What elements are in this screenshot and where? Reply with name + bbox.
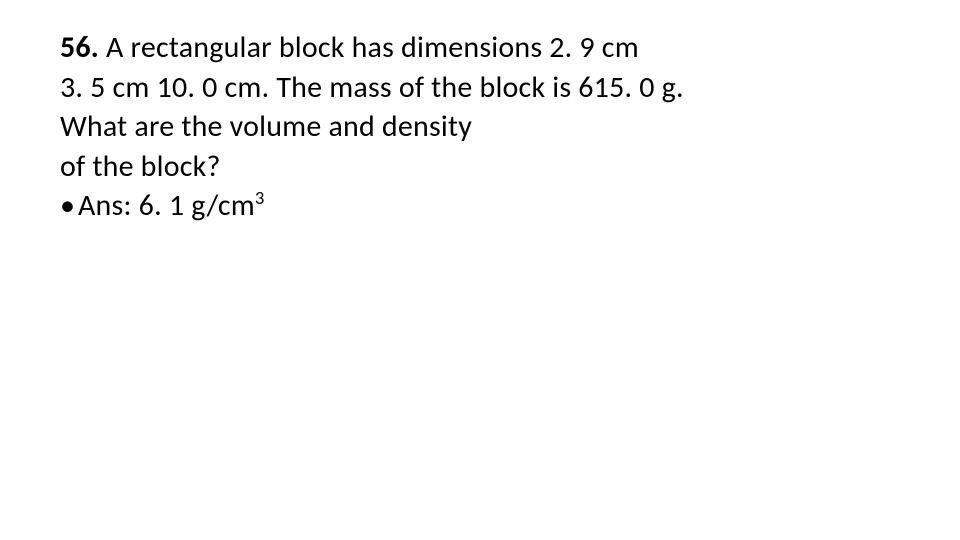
answer-row: • Ans: 6. 1 g/cm3: [60, 186, 900, 226]
problem-line-4: of the block?: [60, 147, 900, 187]
problem-number: 56.: [60, 29, 99, 66]
problem-line-3: What are the volume and density: [60, 107, 900, 147]
answer-exponent: 3: [255, 186, 265, 209]
bullet-icon: •: [60, 186, 78, 226]
slide-content: 56. A rectangular block has dimensions 2…: [0, 0, 960, 540]
problem-line-1-text: A rectangular block has dimensions 2. 9 …: [99, 29, 639, 66]
problem-line-1: 56. A rectangular block has dimensions 2…: [60, 28, 900, 68]
problem-line-2: 3. 5 cm 10. 0 cm. The mass of the block …: [60, 68, 900, 108]
answer-prefix: Ans: 6. 1 g/cm: [78, 187, 255, 224]
answer-text: Ans: 6. 1 g/cm3: [78, 186, 265, 226]
